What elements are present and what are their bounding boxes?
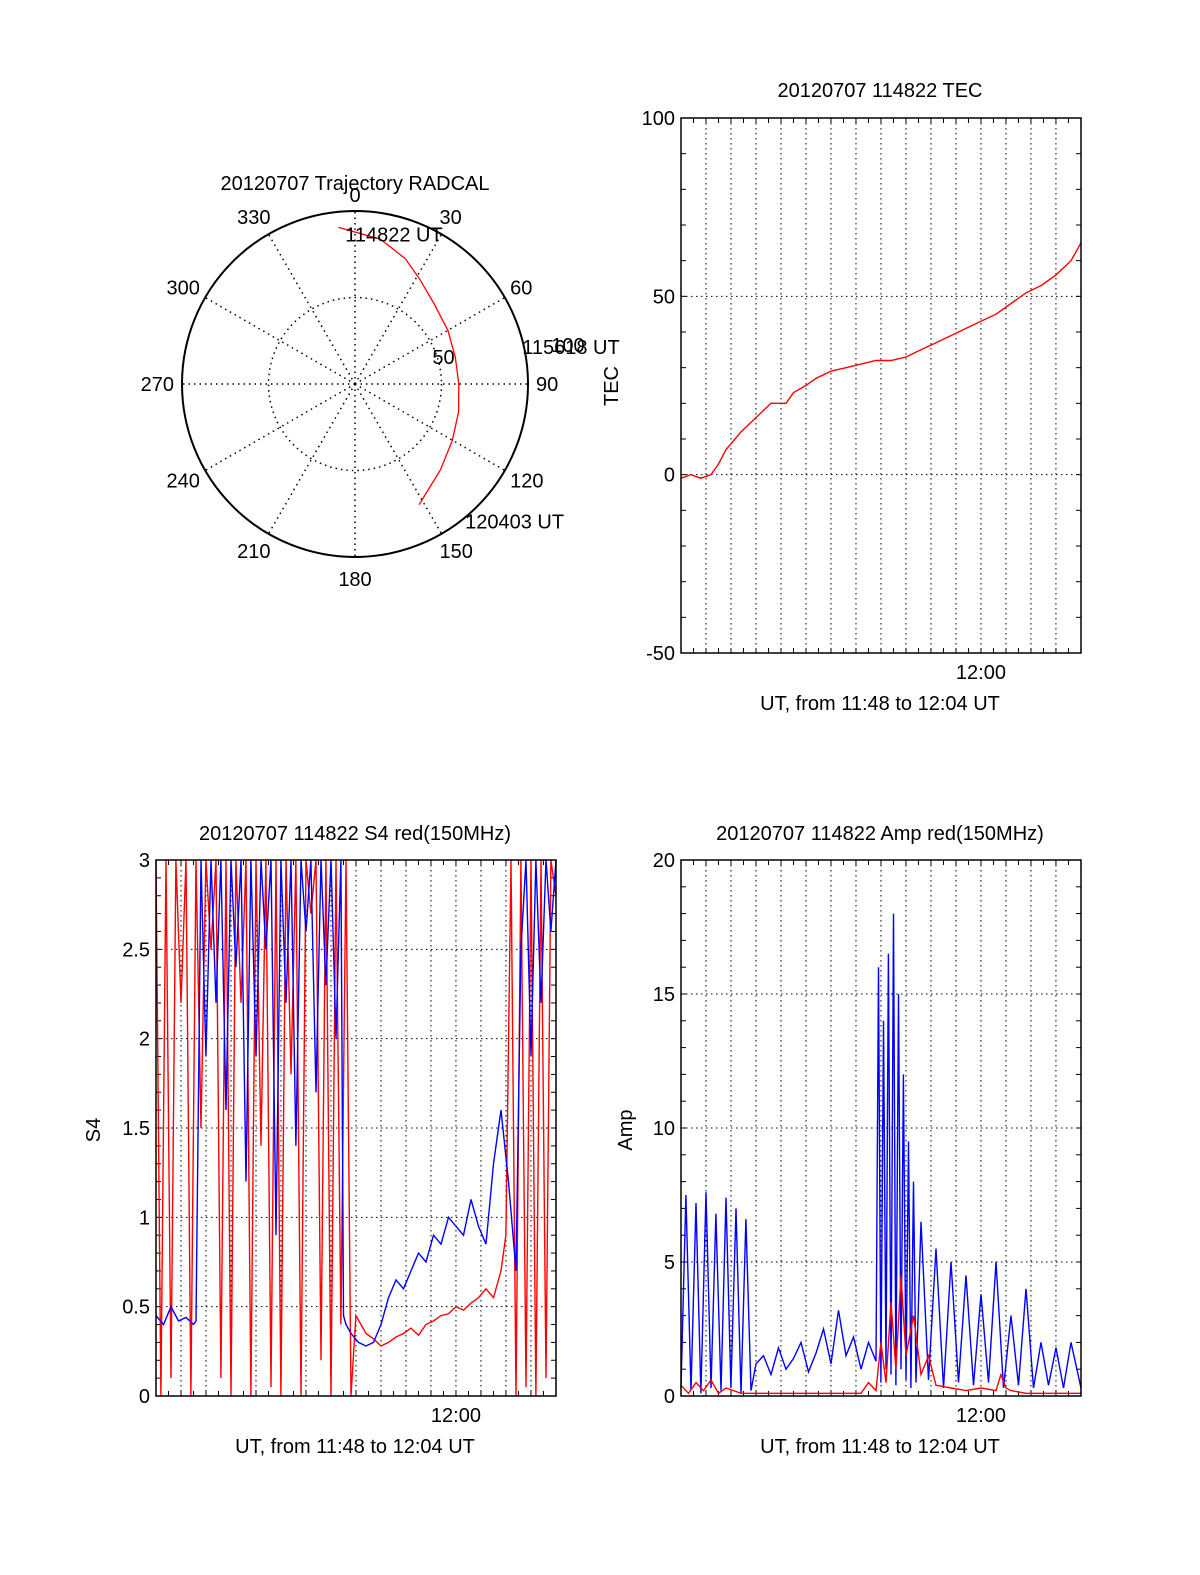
- polar-outer-circle: [181, 210, 529, 558]
- s4-plot-area: 0 0.5 1 1.5 2 2.5 3 12:00: [122, 850, 557, 1427]
- y-tick-label: 2.5: [122, 939, 150, 961]
- polar-angle-label: 210: [237, 541, 270, 563]
- tec-panel: 20120707 114822 TEC TEC UT, from 11:48 t…: [601, 80, 1082, 715]
- polar-angle-label: 60: [510, 278, 532, 300]
- polar-spoke: [354, 296, 506, 385]
- polar-angle-label: 330: [237, 207, 270, 229]
- polar-spoke: [204, 383, 356, 472]
- polar-ring-50: [267, 296, 443, 472]
- series-line-red: [680, 1275, 1081, 1395]
- trajectory-panel: 20120707 Trajectory RADCAL 0 30 60 90 120 150…: [141, 173, 620, 591]
- polar-angle-label: 180: [338, 569, 371, 591]
- polar-radial-label: 100: [551, 335, 584, 357]
- plot-frame: [155, 859, 557, 1397]
- s4-title: 20120707 114822 S4 red(150MHz): [199, 823, 511, 845]
- y-tick-label: -50: [646, 643, 675, 665]
- tec-ylabel: TEC: [601, 366, 623, 406]
- s4-panel: 20120707 114822 S4 red(150MHz) S4 UT, fr…: [83, 823, 557, 1458]
- polar-spoke: [354, 383, 443, 535]
- polar-spoke: [267, 383, 356, 535]
- y-tick-label: 5: [664, 1252, 675, 1274]
- trajectory-time-label: 114822 UT: [345, 224, 442, 246]
- plot-frame: [680, 859, 1082, 1397]
- series-line-red: [680, 242, 1082, 479]
- y-tick-label: 0: [664, 1386, 675, 1408]
- polar-angle-label: 240: [166, 471, 199, 493]
- amp-xlabel: UT, from 11:48 to 12:04 UT: [760, 1436, 1000, 1458]
- polar-spoke: [204, 296, 356, 385]
- x-tick-label: 12:00: [956, 662, 1006, 684]
- polar-angle-label: 300: [166, 278, 199, 300]
- x-tick-label: 12:00: [956, 1405, 1006, 1427]
- polar-angle-label: 120: [510, 471, 543, 493]
- y-tick-label: 1.5: [122, 1118, 150, 1140]
- x-tick-label: 12:00: [431, 1405, 481, 1427]
- y-tick-label: 0: [664, 465, 675, 487]
- tec-plot-area: -50 0 50 100 12:00: [642, 108, 1082, 684]
- y-tick-label: 3: [139, 850, 150, 872]
- amp-plot-area: 0 5 10 15 20 12:00: [653, 850, 1082, 1427]
- polar-radial-label: 50: [432, 347, 454, 369]
- polar-track: [338, 226, 460, 506]
- polar-spoke: [354, 383, 506, 472]
- tec-xlabel: UT, from 11:48 to 12:04 UT: [760, 693, 1000, 715]
- polar-angle-label: 30: [440, 207, 462, 229]
- y-tick-label: 1: [139, 1207, 150, 1229]
- tec-title: 20120707 114822 TEC: [778, 80, 983, 102]
- polar-angle-label: 270: [141, 374, 174, 396]
- polar-angle-label: 150: [440, 541, 473, 563]
- s4-ylabel: S4: [83, 1118, 105, 1142]
- trajectory-line: [338, 226, 460, 506]
- polar-angle-labels: 0 30 60 90 120 150 180 210 240 270 300 330 50 100: [141, 185, 585, 591]
- amp-title: 20120707 114822 Amp red(150MHz): [716, 823, 1044, 845]
- y-tick-label: 50: [653, 286, 675, 308]
- trajectory-title: 20120707 Trajectory RADCAL: [220, 173, 489, 195]
- series-line-blue: [155, 859, 557, 1347]
- y-tick-label: 20: [653, 850, 675, 872]
- polar-annotations: 114822 UT 115618 UT 120403 UT: [345, 224, 619, 533]
- polar-grid: [181, 210, 529, 558]
- polar-spoke: [354, 233, 443, 385]
- amp-ylabel: Amp: [615, 1109, 637, 1150]
- plot-frame: [680, 117, 1082, 654]
- y-tick-label: 2: [139, 1029, 150, 1051]
- y-tick-label: 0.5: [122, 1297, 150, 1319]
- y-tick-label: 10: [653, 1118, 675, 1140]
- series-line-blue: [680, 913, 1082, 1394]
- polar-angle-label: 0: [349, 185, 360, 207]
- polar-spoke: [267, 233, 356, 385]
- s4-xlabel: UT, from 11:48 to 12:04 UT: [235, 1436, 475, 1458]
- y-tick-label: 100: [642, 108, 675, 130]
- y-tick-label: 15: [653, 984, 675, 1006]
- y-tick-label: 0: [139, 1386, 150, 1408]
- amp-panel: 20120707 114822 Amp red(150MHz) Amp UT, …: [615, 823, 1082, 1458]
- trajectory-time-label: 120403 UT: [465, 511, 564, 533]
- polar-angle-label: 90: [536, 374, 558, 396]
- series-line-red: [155, 859, 557, 1397]
- trajectory-time-label: 115618 UT: [522, 337, 619, 359]
